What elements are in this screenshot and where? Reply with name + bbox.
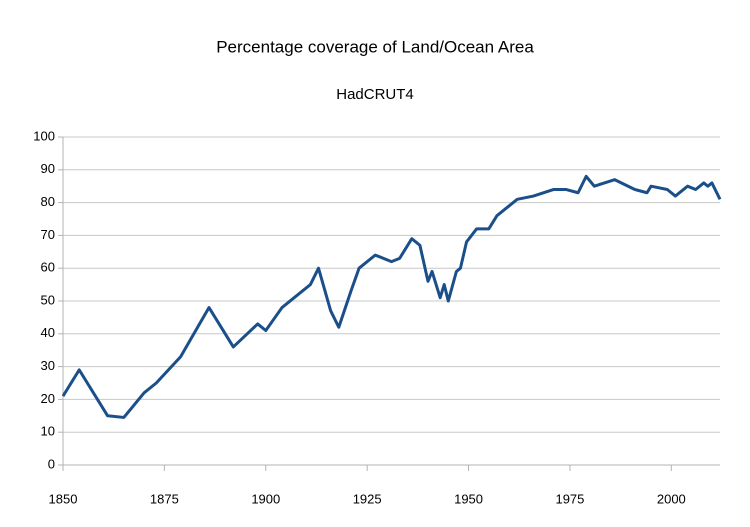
- y-tick-label: 50: [41, 292, 55, 307]
- x-tick-label: 1900: [251, 491, 280, 506]
- y-tick-label: 20: [41, 391, 55, 406]
- x-tick-label: 1950: [454, 491, 483, 506]
- x-tick-label: 1925: [353, 491, 382, 506]
- x-tick-label: 1850: [49, 491, 78, 506]
- x-tick-label: 1975: [555, 491, 584, 506]
- data-line: [61, 174, 722, 419]
- y-tick-label: 80: [41, 194, 55, 209]
- y-tick-label: 100: [33, 128, 55, 143]
- chart-subtitle: HadCRUT4: [336, 86, 414, 103]
- y-tick-label: 0: [48, 456, 55, 471]
- y-tick-label: 70: [41, 227, 55, 242]
- x-tick-label: 1875: [150, 491, 179, 506]
- y-tick-label: 40: [41, 325, 55, 340]
- x-tick-label: 2000: [657, 491, 686, 506]
- y-tick-label: 90: [41, 161, 55, 176]
- y-tick-label: 10: [41, 424, 55, 439]
- y-tick-label: 60: [41, 260, 55, 275]
- y-tick-label: 30: [41, 358, 55, 373]
- chart-title: Percentage coverage of Land/Ocean Area: [216, 37, 534, 56]
